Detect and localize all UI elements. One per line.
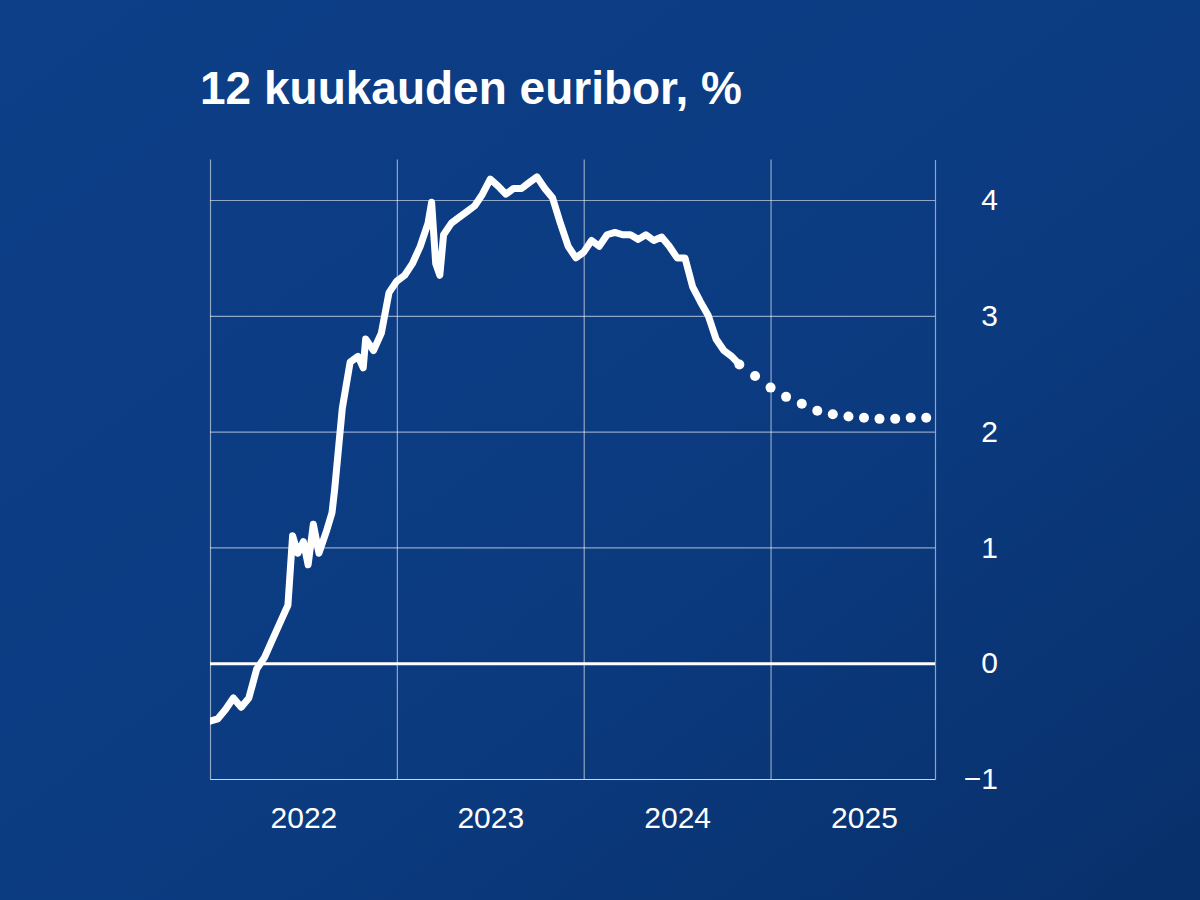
axis-line [935,160,936,780]
forecast-dot [859,413,869,423]
chart: 12 kuukauden euribor, %−1012342022202320… [0,0,1200,900]
x-tick: 2025 [771,159,898,834]
forecast-dot [843,412,853,422]
forecast-dot [797,399,807,409]
grid-line [210,779,935,780]
forecast-dot [906,413,916,423]
forecast-dot [828,409,838,419]
forecast-dot [766,383,776,393]
x-axis: 2022 2023 2024 2025 [211,159,936,834]
forecast-dot [875,414,885,424]
y-tick-label: −1 [964,762,998,795]
forecast-dot [781,392,791,402]
forecast-dot [734,359,744,369]
plot-area [210,177,931,721]
forecast-dot [890,414,900,424]
x-tick-label: 2023 [457,801,524,834]
forecast-dot [750,371,760,381]
y-tick-label: 3 [981,299,998,332]
zero-line [210,662,935,665]
grid-line [770,159,771,779]
x-tick: 2024 [584,159,711,834]
grid-line [210,432,935,433]
y-tick-label: 4 [981,183,998,216]
grid-line [210,159,211,779]
y-tick: 3 [210,299,998,332]
y-tick-label: 2 [981,415,998,448]
y-tick-label: 1 [981,531,998,564]
grid-line [397,159,398,779]
x-tick-label: 2022 [271,801,338,834]
forecast-dot [921,413,931,423]
y-tick: 2 [210,415,998,448]
y-tick: 0 [210,646,998,679]
y-tick: 4 [210,183,998,216]
forecast-dot [812,406,822,416]
axis-line [211,779,936,780]
title: 12 kuukauden euribor, % [200,62,742,114]
y-tick-label: 0 [981,646,998,679]
y-tick: −1 [210,762,998,795]
x-tick: 2022 [211,159,338,834]
line [210,177,739,721]
grid-line [210,316,935,317]
grid-line [210,200,935,201]
background [0,0,1200,900]
x-tick-label: 2025 [831,801,898,834]
x-tick-label: 2024 [644,801,711,834]
forecast-dots [734,359,931,423]
y-axis: −1 0 1 2 3 4 [210,160,998,795]
